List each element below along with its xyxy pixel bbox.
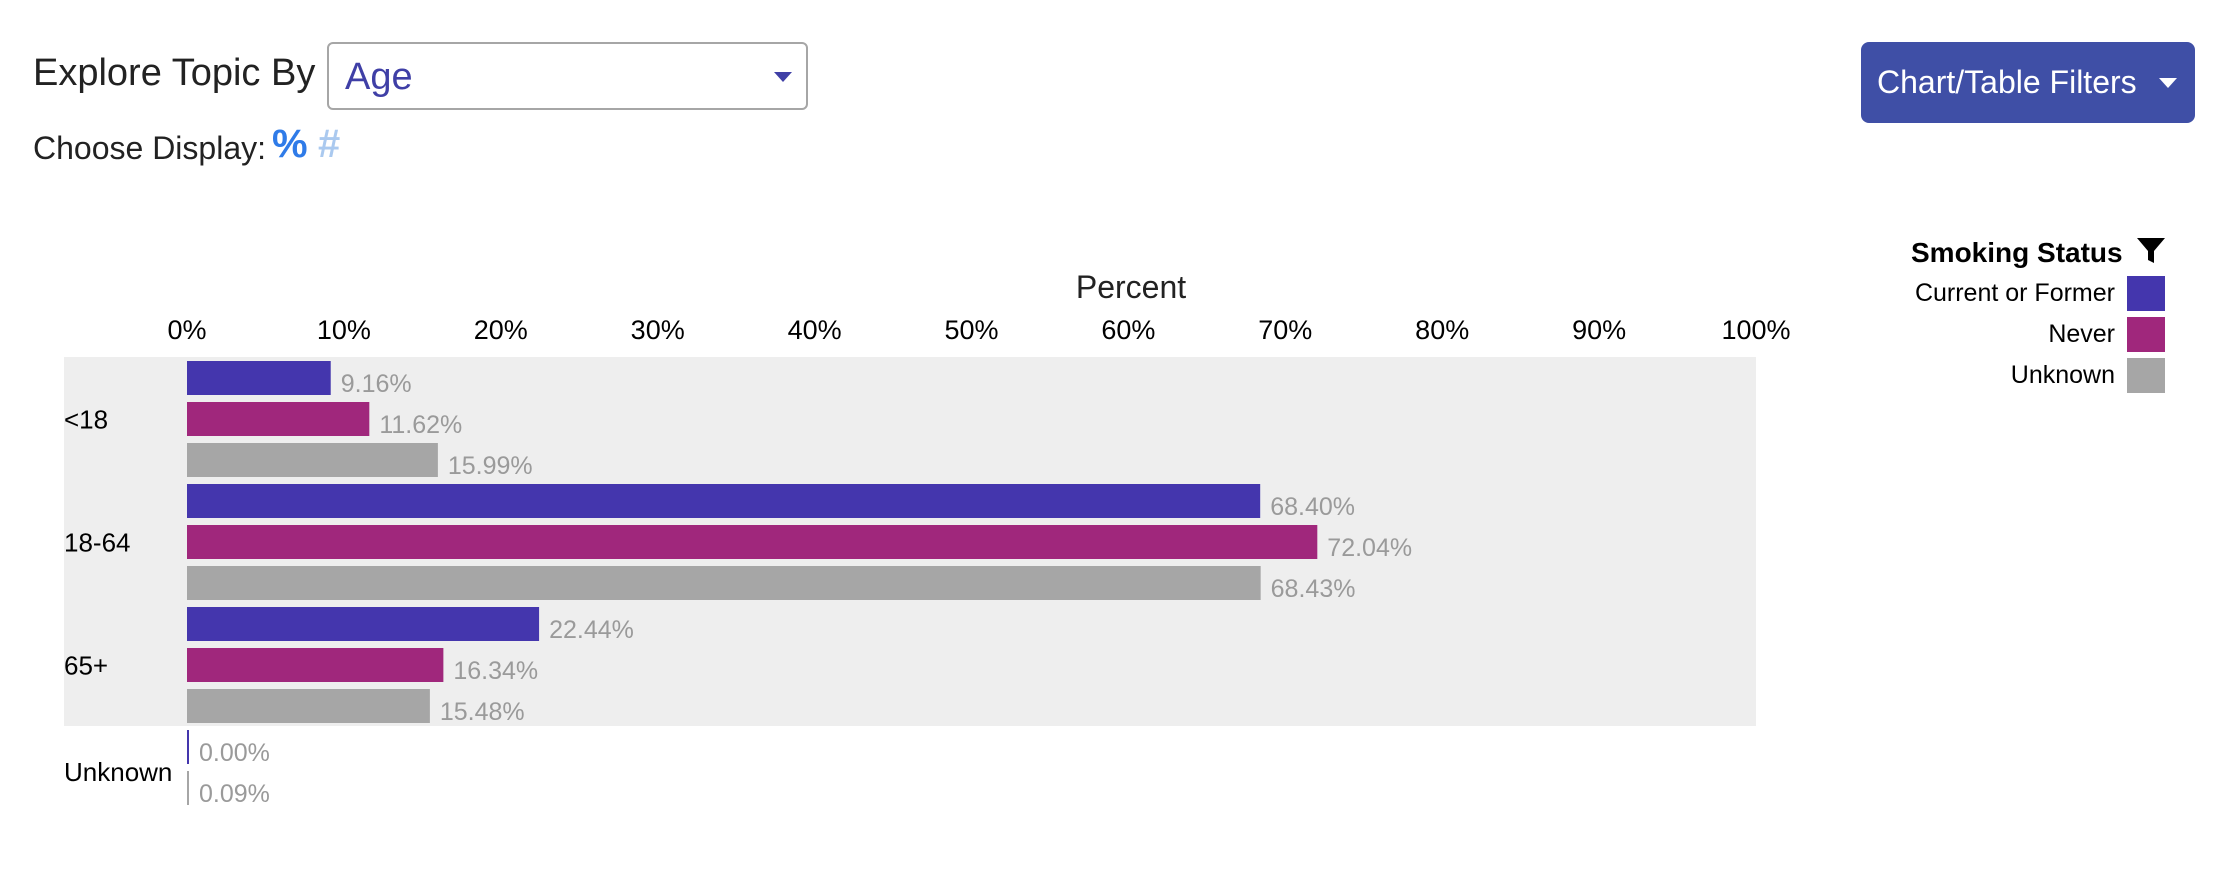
- data-label: 68.43%: [1271, 575, 1356, 603]
- chart-title: Percent: [1076, 269, 1186, 305]
- category-label: Unknown: [64, 757, 172, 787]
- legend-swatch[interactable]: [2127, 358, 2165, 393]
- bar: [187, 771, 189, 805]
- bar: [187, 361, 331, 395]
- category-label: 65+: [64, 651, 108, 681]
- x-tick-label: 100%: [1721, 315, 1790, 345]
- legend-item-label: Unknown: [2010, 361, 2115, 389]
- x-tick-label: 60%: [1101, 315, 1155, 345]
- data-label: 15.48%: [440, 698, 525, 726]
- bar: [187, 730, 189, 764]
- x-tick-label: 10%: [317, 315, 371, 345]
- bar: [187, 648, 444, 682]
- topic-select-value: Age: [345, 56, 413, 98]
- category-label: 18-64: [64, 528, 131, 558]
- count-display-icon[interactable]: #: [318, 122, 341, 166]
- explore-topic-label: Explore Topic By: [33, 52, 316, 94]
- bar: [187, 402, 370, 436]
- data-label: 0.00%: [199, 739, 270, 767]
- legend-item-label: Never: [2048, 320, 2115, 348]
- data-label: 15.99%: [448, 452, 533, 480]
- bar-chart: Percent 0% 10% 20% 30% 40% 50% 60% 70% 80% 90% 100…: [64, 269, 1791, 808]
- choose-display-label: Choose Display:: [33, 130, 266, 166]
- legend-item-label: Current or Former: [1914, 279, 2115, 307]
- data-label: 72.04%: [1327, 534, 1412, 562]
- x-tick-label: 0%: [167, 315, 206, 345]
- chevron-down-icon: [2159, 78, 2177, 88]
- chart-table-filters-button[interactable]: Chart/Table Filters: [1861, 42, 2195, 123]
- bar: [187, 443, 438, 477]
- data-label: 0.09%: [199, 780, 270, 808]
- data-label: 16.34%: [453, 657, 538, 685]
- legend-title: Smoking Status: [1911, 237, 2123, 268]
- x-tick-label: 70%: [1258, 315, 1312, 345]
- x-tick-label: 30%: [631, 315, 685, 345]
- x-tick-label: 80%: [1415, 315, 1469, 345]
- bar: [187, 566, 1261, 600]
- bar: [187, 484, 1261, 518]
- data-label: 11.62%: [379, 411, 462, 439]
- legend-swatch[interactable]: [2127, 276, 2165, 311]
- x-tick-label: 50%: [944, 315, 998, 345]
- x-tick-label: 90%: [1572, 315, 1626, 345]
- x-tick-label: 40%: [788, 315, 842, 345]
- bar: [187, 607, 540, 641]
- percent-display-icon[interactable]: %: [272, 122, 308, 166]
- legend-swatch[interactable]: [2127, 317, 2165, 352]
- data-label: 68.40%: [1270, 493, 1355, 521]
- data-label: 22.44%: [549, 616, 634, 644]
- topic-select[interactable]: Age: [327, 42, 808, 110]
- data-label: 9.16%: [341, 370, 412, 398]
- chevron-down-icon: [774, 72, 792, 82]
- filter-icon[interactable]: [2136, 236, 2166, 266]
- bar: [187, 689, 430, 723]
- bar: [187, 525, 1318, 559]
- x-tick-label: 20%: [474, 315, 528, 345]
- filters-button-label: Chart/Table Filters: [1877, 64, 2137, 100]
- category-label: <18: [64, 405, 108, 435]
